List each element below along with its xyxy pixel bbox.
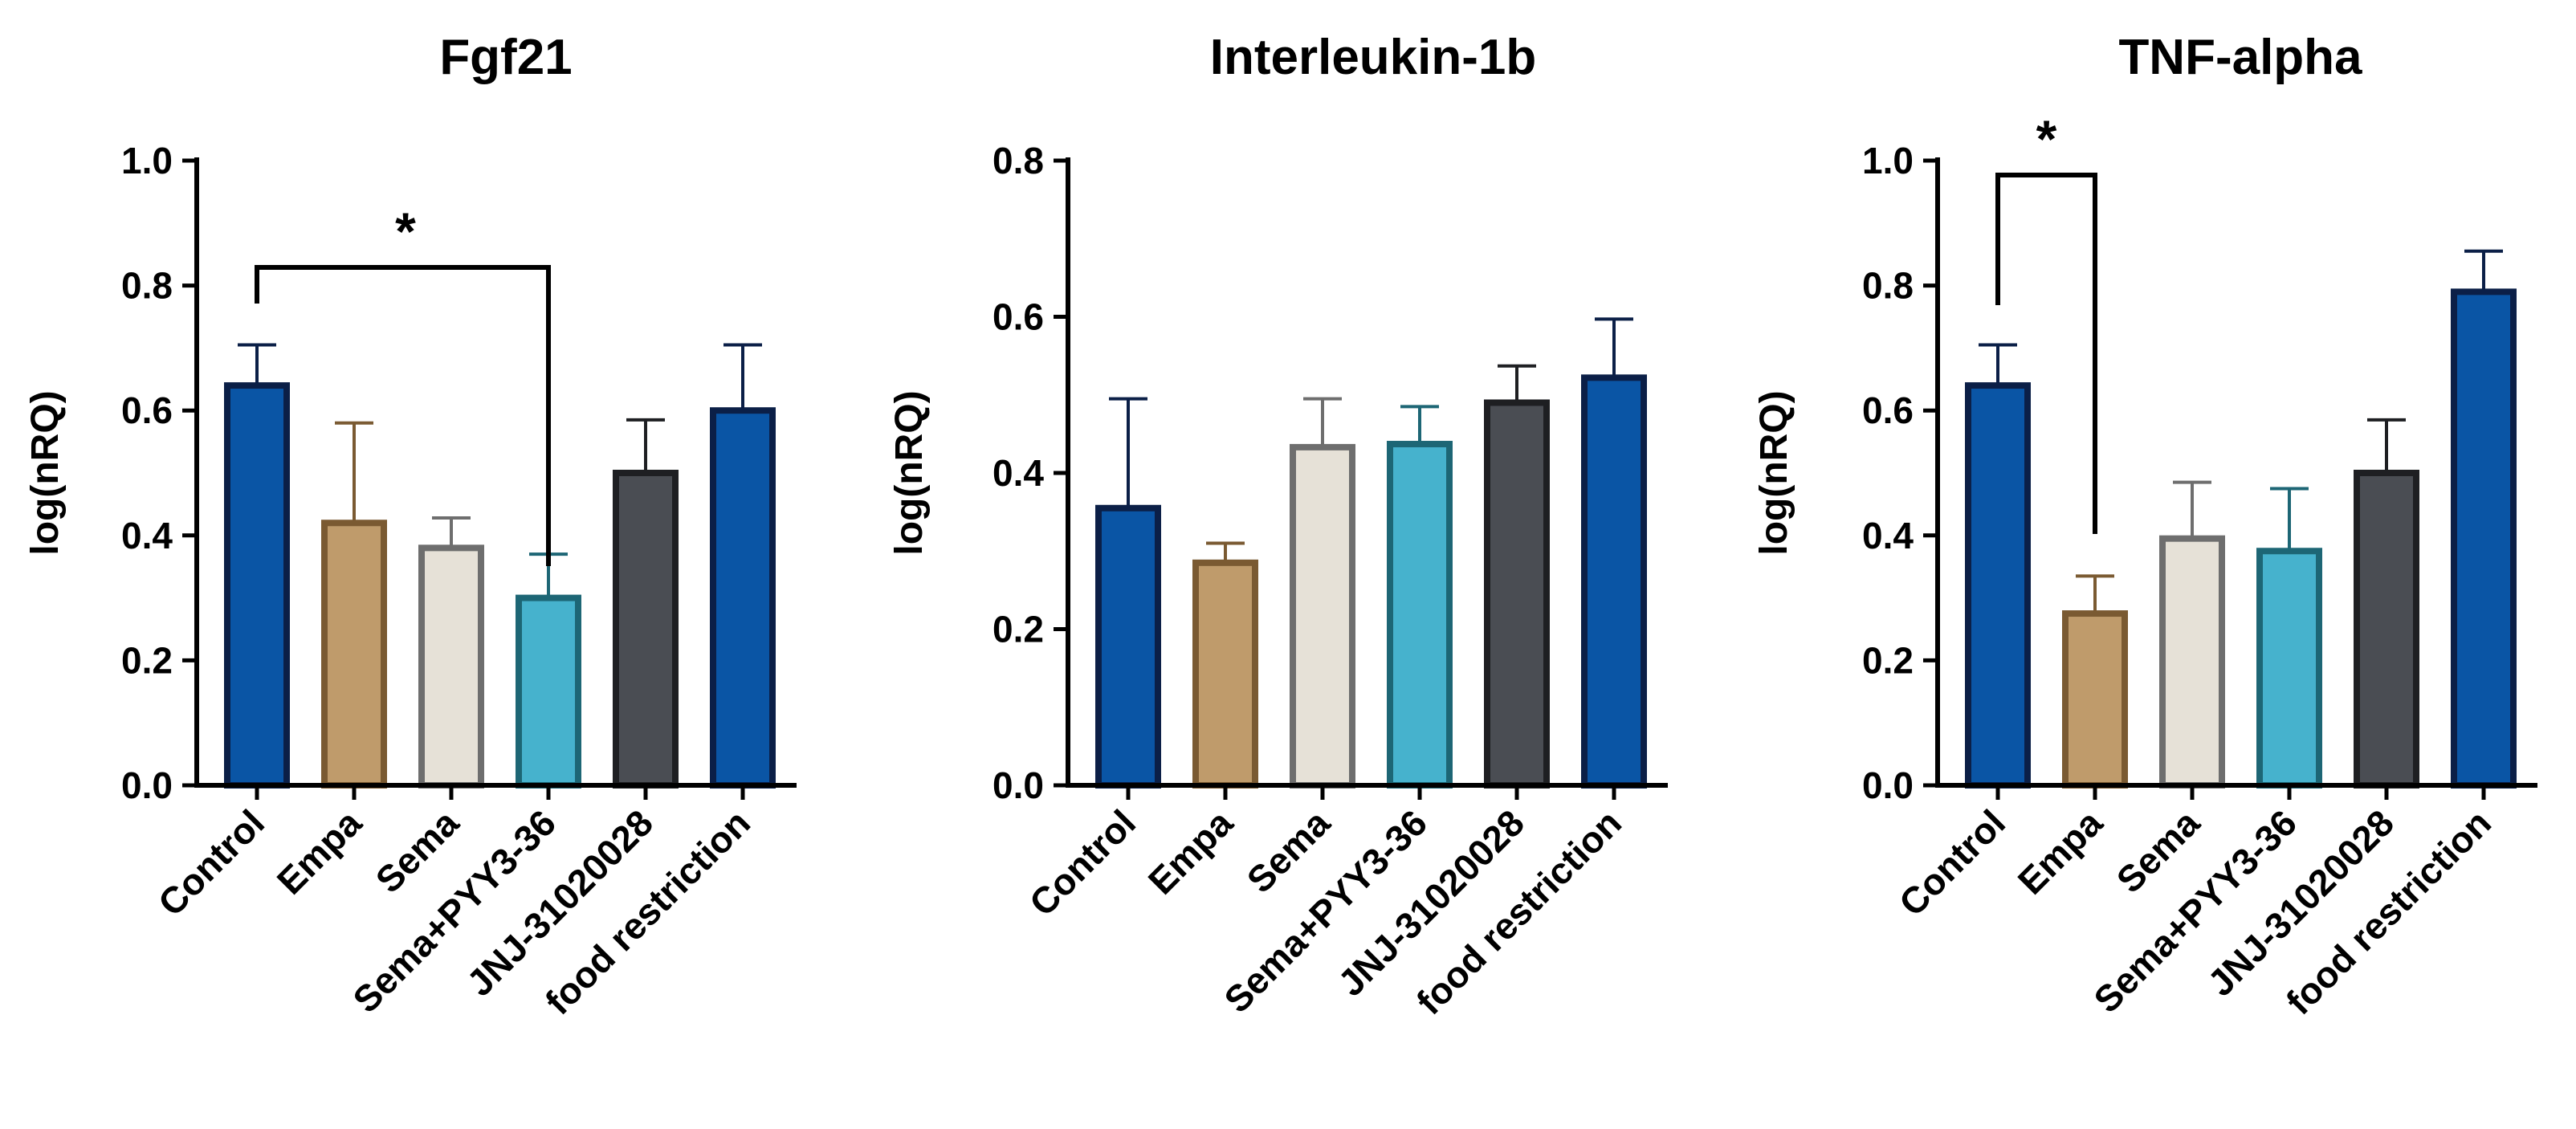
bar-3	[1290, 443, 1355, 789]
bar-5	[2354, 470, 2419, 789]
bar-5	[1484, 399, 1550, 789]
x-tick-label: Control	[1891, 801, 2013, 923]
significance-star: *	[395, 202, 416, 261]
x-tick-label: Control	[150, 801, 272, 923]
bar-4	[1387, 441, 1453, 789]
chart-panel-3: TNF-alpha log(nRQ) 0.0 0.2 0.4 0.6 0.8 1.0 Contr…	[1753, 30, 2537, 1023]
bar-6	[2451, 288, 2517, 789]
y-tick-label: 0.4	[1862, 515, 1914, 556]
y-axis-label: log(nRQ)	[1753, 390, 1795, 555]
y-tick-label: 0.2	[1862, 639, 1914, 681]
bar-1	[1965, 382, 2031, 789]
chart-title: Interleukin-1b	[1210, 30, 1537, 85]
bar-2	[321, 520, 387, 789]
bar-4	[516, 594, 581, 789]
y-tick-label: 0.2	[121, 639, 173, 681]
chart-title: Fgf21	[439, 30, 572, 85]
x-tick-label: Empa	[269, 801, 370, 903]
y-tick-label: 0.6	[121, 389, 173, 431]
y-tick-label: 1.0	[1862, 140, 1914, 181]
bar-2	[1192, 559, 1258, 789]
y-tick-label: 0.8	[992, 140, 1044, 181]
bar-1	[224, 382, 290, 789]
bar-1	[1095, 504, 1161, 789]
bar-2	[2062, 610, 2128, 789]
y-tick-label: 0.6	[992, 296, 1044, 338]
significance-bracket	[1995, 173, 2097, 534]
y-tick-label: 0.4	[121, 515, 173, 556]
chart-title: TNF-alpha	[2118, 30, 2362, 85]
y-tick-label: 0.6	[1862, 389, 1914, 431]
y-tick-label: 1.0	[121, 140, 173, 181]
bar-4	[2256, 548, 2322, 789]
significance-bracket	[255, 265, 551, 566]
bar-6	[710, 407, 776, 789]
x-tick-label: Empa	[2010, 801, 2111, 903]
chart-panel-1: Fgf21 log(nRQ) 0.0 0.2 0.4 0.6 0.8 1.0 ControlEm…	[24, 30, 797, 1023]
y-tick-label: 0.4	[992, 452, 1044, 494]
bar-5	[613, 470, 679, 789]
significance-star: *	[2036, 109, 2057, 169]
y-tick-label: 0.8	[121, 265, 173, 307]
y-tick-label: 0.2	[992, 609, 1044, 650]
y-tick-label: 0.8	[1862, 265, 1914, 307]
y-tick-label: 0.0	[1862, 764, 1914, 806]
y-tick-label: 0.0	[992, 764, 1044, 806]
bar-3	[2159, 535, 2225, 789]
y-axis-label: log(nRQ)	[888, 390, 931, 555]
x-tick-label: Empa	[1140, 801, 1241, 903]
bar-3	[418, 544, 484, 789]
x-tick-label: Control	[1021, 801, 1143, 923]
y-axis-label: log(nRQ)	[24, 390, 67, 555]
chart-panel-2: Interleukin-1b log(nRQ) 0.0 0.2 0.4 0.6 0.8 Con…	[888, 30, 1668, 1023]
y-tick-label: 0.0	[121, 764, 173, 806]
bar-6	[1581, 374, 1647, 789]
